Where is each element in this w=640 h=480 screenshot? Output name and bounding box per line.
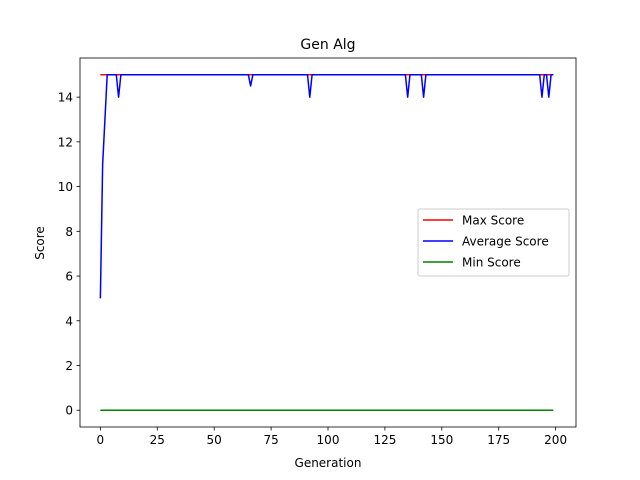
y-tick-label: 2 (65, 359, 73, 373)
x-tick-label: 150 (430, 433, 453, 447)
y-tick-label: 6 (65, 270, 73, 284)
y-axis-label: Score (33, 226, 47, 260)
legend: Max Score Average Score Min Score (417, 208, 570, 277)
series-line-average-score (99, 74, 554, 299)
x-tick-label: 0 (97, 433, 105, 447)
x-tick-label: 100 (317, 433, 340, 447)
y-tick-label: 10 (58, 180, 73, 194)
y-tick-label: 8 (65, 225, 73, 239)
x-tick-label: 175 (487, 433, 510, 447)
y-tick-label: 12 (58, 135, 73, 149)
x-axis-label: Generation (295, 456, 362, 470)
x-tick-label: 25 (150, 433, 165, 447)
y-tick-label: 0 (65, 404, 73, 418)
x-tick-label: 125 (373, 433, 396, 447)
chart-title: Gen Alg (300, 37, 355, 53)
series-layer (99, 74, 554, 411)
x-tick-label: 200 (544, 433, 567, 447)
legend-entry-label: Min Score (462, 256, 521, 270)
legend-entry-label: Max Score (462, 214, 524, 228)
x-tick-label: 75 (263, 433, 278, 447)
axes-layer: 0 25 50 75 100 125 150 175 200 0 2 4 6 8 10 12 14 (58, 57, 577, 447)
y-tick-label: 14 (58, 91, 73, 105)
legend-box (417, 208, 570, 277)
y-tick-label: 4 (65, 314, 73, 328)
legend-entry-label: Average Score (462, 235, 549, 249)
x-tick-label: 50 (207, 433, 222, 447)
